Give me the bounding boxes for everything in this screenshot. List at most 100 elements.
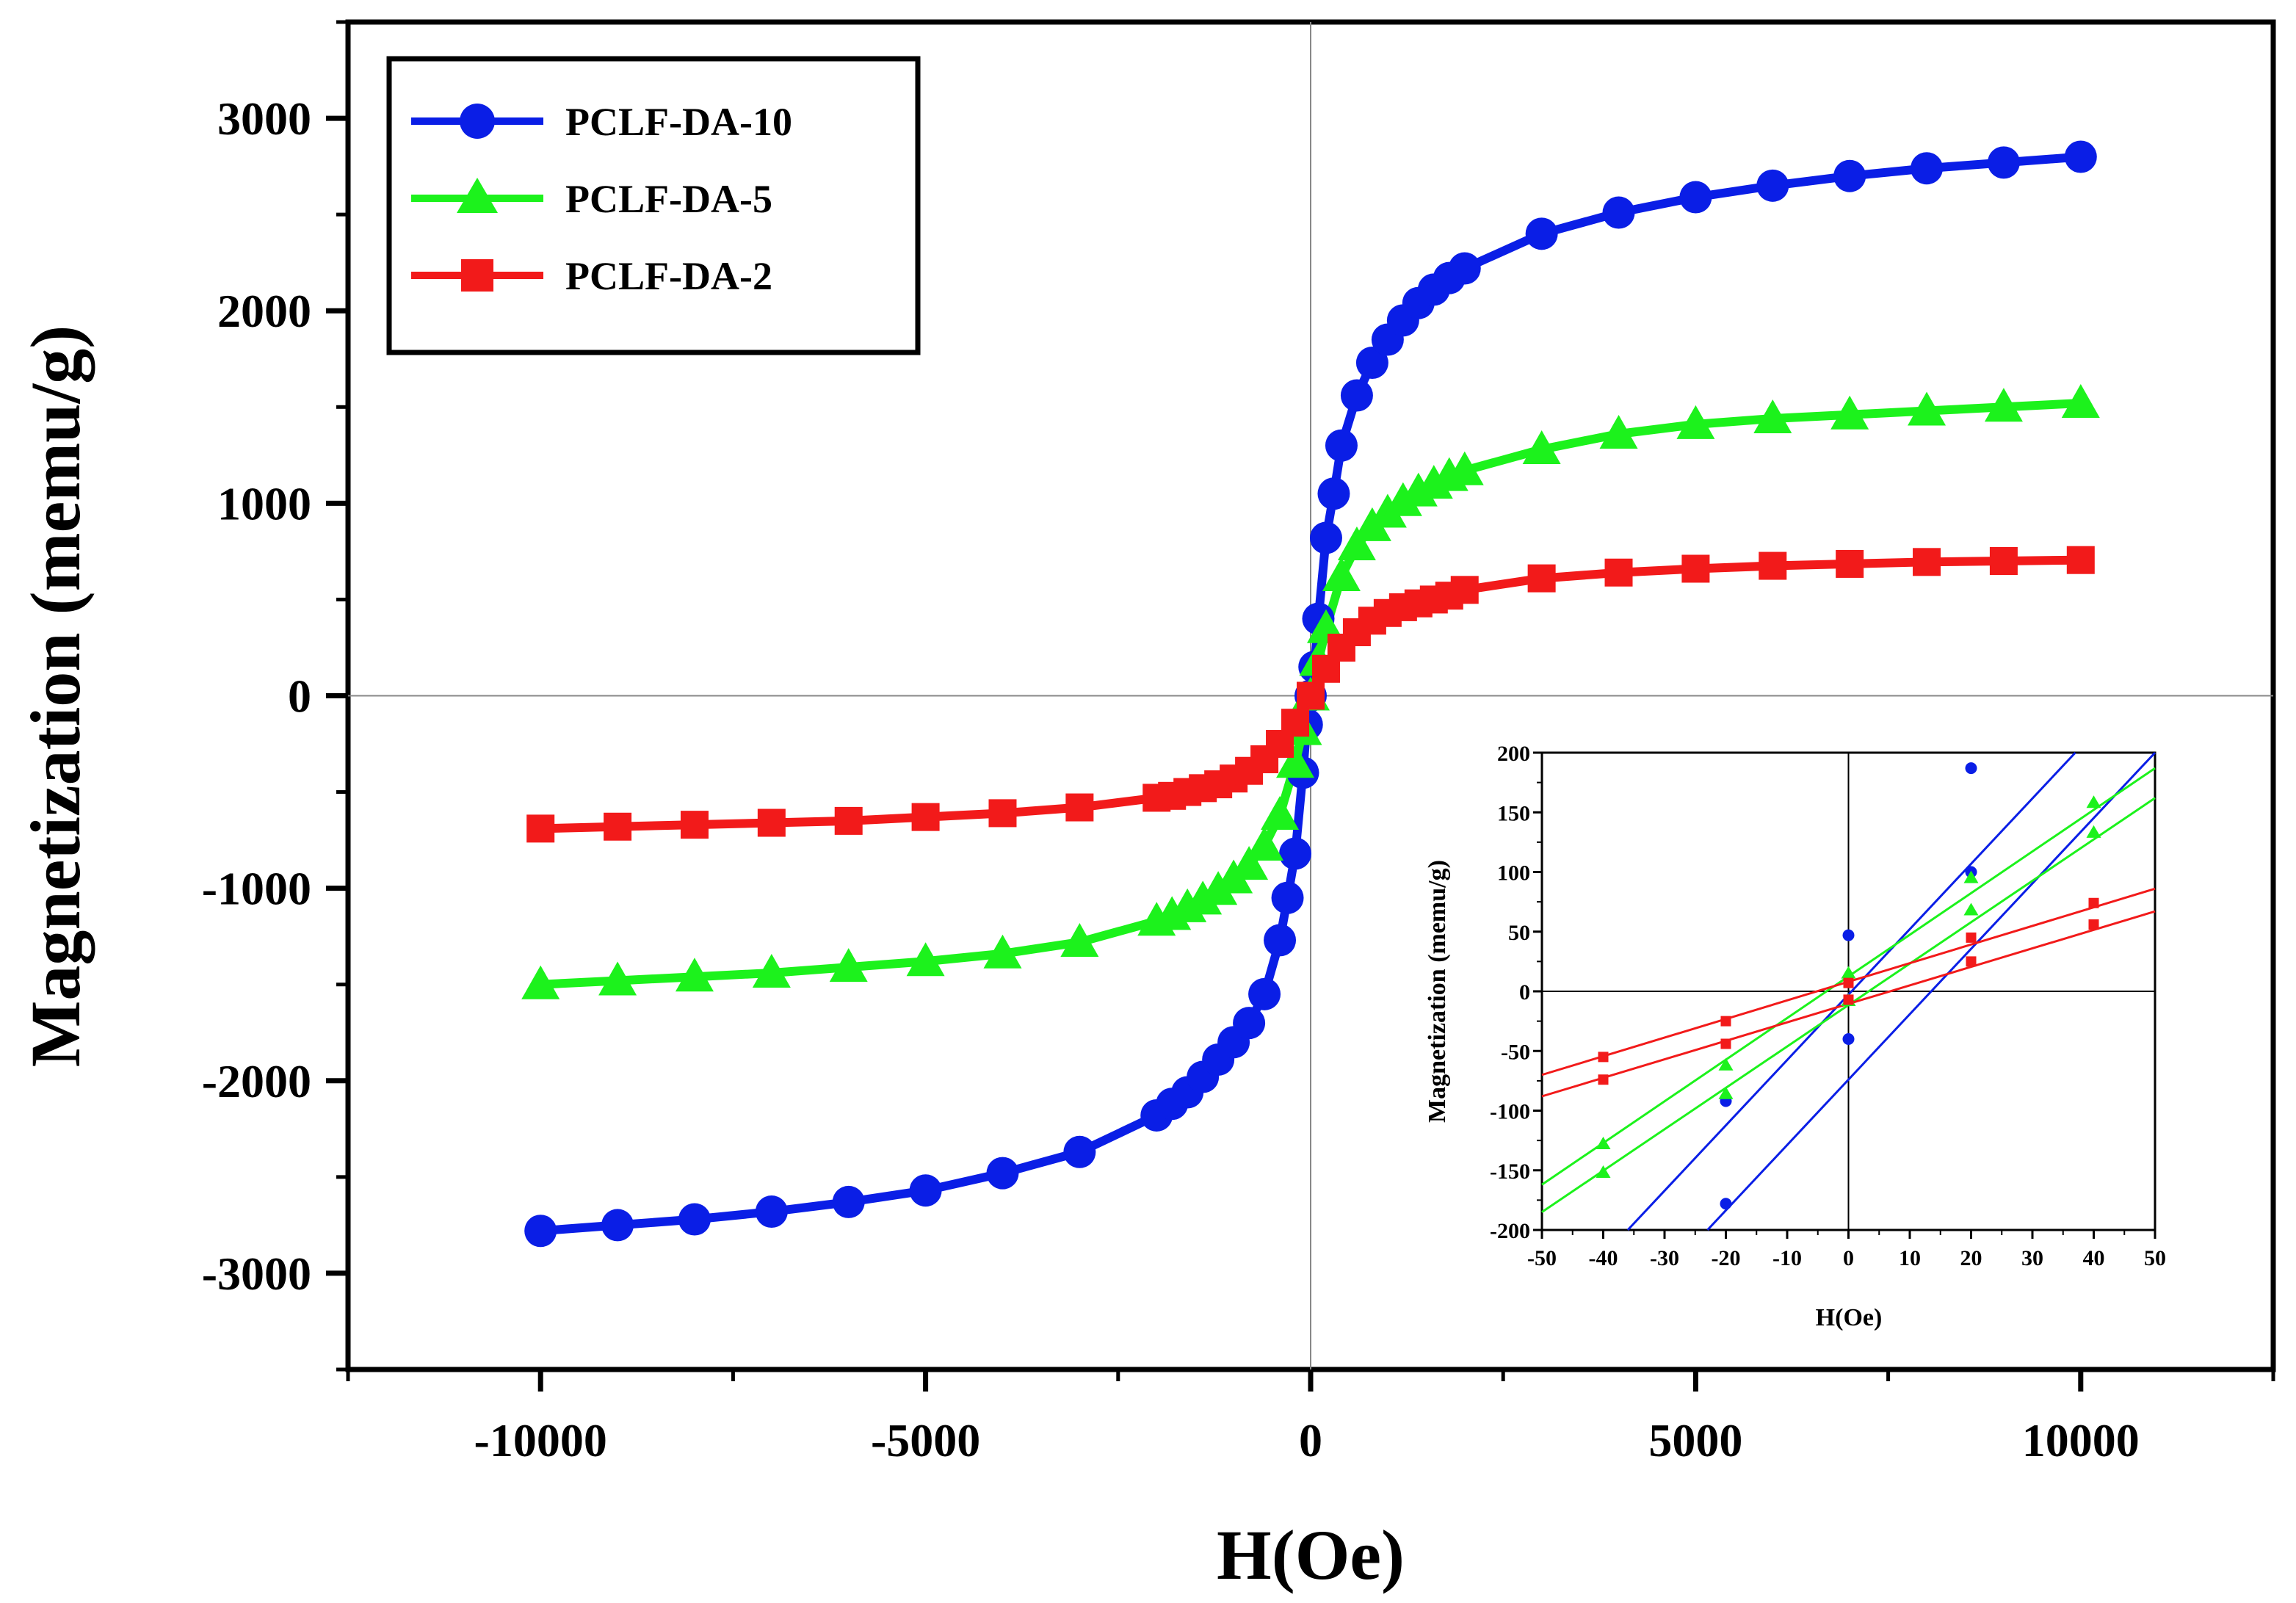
data-point-pclf-da-5	[983, 934, 1022, 969]
data-point-pclf-da-10	[1911, 152, 1944, 185]
data-point-pclf-da-10	[1448, 252, 1481, 285]
data-point-pclf-da-10	[1355, 346, 1388, 379]
data-point-pclf-da-10	[1756, 169, 1789, 202]
inset-point-pclf-da-2-branch-1	[2088, 897, 2099, 908]
inset-axes: -50 -40 -30 -20 -10 0 10 20 30 40 50-200-150-100-5…	[1490, 742, 2166, 1270]
data-point-pclf-da-2	[1759, 551, 1787, 580]
x-tick-label: -10000	[474, 1414, 607, 1466]
inset-x-tick-label: 30	[2021, 1246, 2043, 1270]
data-point-pclf-da-10	[755, 1195, 788, 1229]
inset-x-tick-label: -40	[1589, 1246, 1618, 1270]
data-point-pclf-da-10	[1264, 924, 1297, 957]
y-tick-label: 0	[288, 670, 311, 723]
inset-point-pclf-da-5-branch-1	[1718, 1057, 1734, 1071]
inset-x-tick-label: -50	[1527, 1246, 1557, 1270]
inset-y-tick-label: 100	[1497, 861, 1530, 886]
legend-label-pclf-da-2: PCLF-DA-2	[565, 254, 772, 298]
y-tick-label: 3000	[217, 93, 311, 145]
inset-x-tick-label: -10	[1772, 1246, 1802, 1270]
data-point-pclf-da-5	[906, 942, 945, 977]
inset-x-tick-label: 0	[1843, 1246, 1854, 1270]
data-point-pclf-da-2	[604, 812, 632, 841]
data-point-pclf-da-5	[1322, 557, 1361, 591]
inset-point-pclf-da-2-branch-1	[1720, 1016, 1731, 1027]
data-point-pclf-da-5	[1984, 388, 2023, 422]
inset-point-pclf-da-5-branch-1	[1963, 870, 1979, 883]
inset-point-pclf-da-5-branch-1	[1596, 1137, 1611, 1149]
inset-point-pclf-da-2-branch-2	[1843, 994, 1854, 1005]
data-point-pclf-da-10	[1279, 837, 1312, 870]
data-point-pclf-da-2	[1450, 576, 1479, 604]
y-tick-label: -3000	[202, 1248, 311, 1300]
data-point-pclf-da-2	[526, 814, 555, 843]
data-point-pclf-da-2	[1527, 564, 1556, 593]
data-point-pclf-da-5	[1276, 744, 1315, 778]
inset-point-pclf-da-2-branch-1	[1966, 932, 1977, 943]
data-point-pclf-da-5	[1830, 395, 1869, 430]
inset-series	[1541, 751, 2156, 1231]
legend-label-pclf-da-5: PCLF-DA-5	[565, 177, 772, 221]
data-point-pclf-da-5	[1337, 527, 1376, 561]
data-point-pclf-da-5	[2061, 384, 2100, 419]
data-point-pclf-da-2	[1604, 558, 1633, 587]
inset-x-tick-label: -20	[1712, 1246, 1741, 1270]
inset-line-pclf-da-10-branch-2	[1706, 751, 2156, 1231]
data-point-pclf-da-2	[2066, 546, 2095, 574]
data-point-pclf-da-2	[1913, 548, 1941, 576]
inset-y-tick-label: -200	[1490, 1219, 1530, 1243]
data-point-pclf-da-10	[1248, 977, 1281, 1010]
inset-y-tick-label: 50	[1508, 921, 1530, 945]
data-point-pclf-da-2	[1836, 549, 1864, 578]
data-point-pclf-da-5	[675, 958, 714, 992]
data-point-pclf-da-5	[1676, 405, 1715, 439]
y-tick-label: 1000	[217, 477, 311, 529]
data-point-pclf-da-2	[834, 806, 863, 835]
data-point-pclf-da-10	[524, 1215, 557, 1248]
data-point-pclf-da-5	[829, 948, 868, 983]
inset-y-tick-label: -150	[1490, 1159, 1530, 1184]
data-point-pclf-da-2	[680, 811, 709, 839]
data-point-pclf-da-2	[911, 803, 940, 831]
inset-point-pclf-da-5-branch-2	[1718, 1086, 1734, 1099]
data-point-pclf-da-10	[601, 1209, 634, 1242]
data-point-pclf-da-5	[1599, 414, 1638, 449]
data-point-pclf-da-10	[909, 1174, 942, 1207]
data-point-pclf-da-5	[1522, 430, 1561, 464]
data-point-pclf-da-10	[1317, 477, 1350, 510]
inset-point-pclf-da-5-branch-2	[1963, 902, 1979, 916]
data-point-pclf-da-5	[1060, 923, 1099, 958]
inset-point-pclf-da-10-branch-2	[1720, 1198, 1732, 1210]
inset-y-tick-label: 0	[1519, 980, 1530, 1005]
data-point-pclf-da-2	[757, 808, 786, 837]
legend-marker-pclf-da-2	[461, 259, 493, 292]
inset-line-pclf-da-10-branch-1	[1626, 751, 2076, 1231]
main-axes: -10000 -5000 0 5000 10000-3000-2000-10000100…	[202, 20, 2275, 1466]
inset-point-pclf-da-2-branch-2	[2088, 919, 2099, 930]
data-point-pclf-da-2	[1065, 793, 1094, 822]
data-point-pclf-da-5	[1230, 846, 1269, 880]
inset-y-tick-label: 200	[1497, 742, 1530, 766]
x-tick-label: -5000	[871, 1414, 980, 1466]
y-tick-label: -1000	[202, 863, 311, 915]
inset-point-pclf-da-10-branch-2	[1842, 1033, 1855, 1045]
data-point-pclf-da-2	[1297, 681, 1325, 710]
data-point-pclf-da-10	[1309, 521, 1342, 554]
data-point-pclf-da-10	[678, 1203, 711, 1236]
data-point-pclf-da-2	[1989, 547, 2018, 575]
data-point-pclf-da-2	[1281, 709, 1310, 737]
data-point-pclf-da-5	[1184, 880, 1223, 915]
inset-point-pclf-da-5-branch-2	[2086, 825, 2101, 838]
data-point-pclf-da-10	[1525, 217, 1558, 250]
data-point-pclf-da-10	[1602, 196, 1635, 229]
data-point-pclf-da-5	[1908, 391, 1946, 426]
data-point-pclf-da-5	[1383, 482, 1422, 516]
y-tick-label: -2000	[202, 1055, 311, 1107]
data-point-pclf-da-5	[598, 961, 637, 996]
x-tick-label: 0	[1299, 1414, 1322, 1466]
x-tick-label: 5000	[1648, 1414, 1742, 1466]
inset-x-tick-label: 10	[1899, 1246, 1921, 1270]
inset-x-tick-label: 40	[2083, 1246, 2105, 1270]
data-point-pclf-da-10	[1063, 1135, 1096, 1168]
inset-x-tick-label: -30	[1650, 1246, 1679, 1270]
legend-label-pclf-da-10: PCLF-DA-10	[565, 100, 792, 144]
